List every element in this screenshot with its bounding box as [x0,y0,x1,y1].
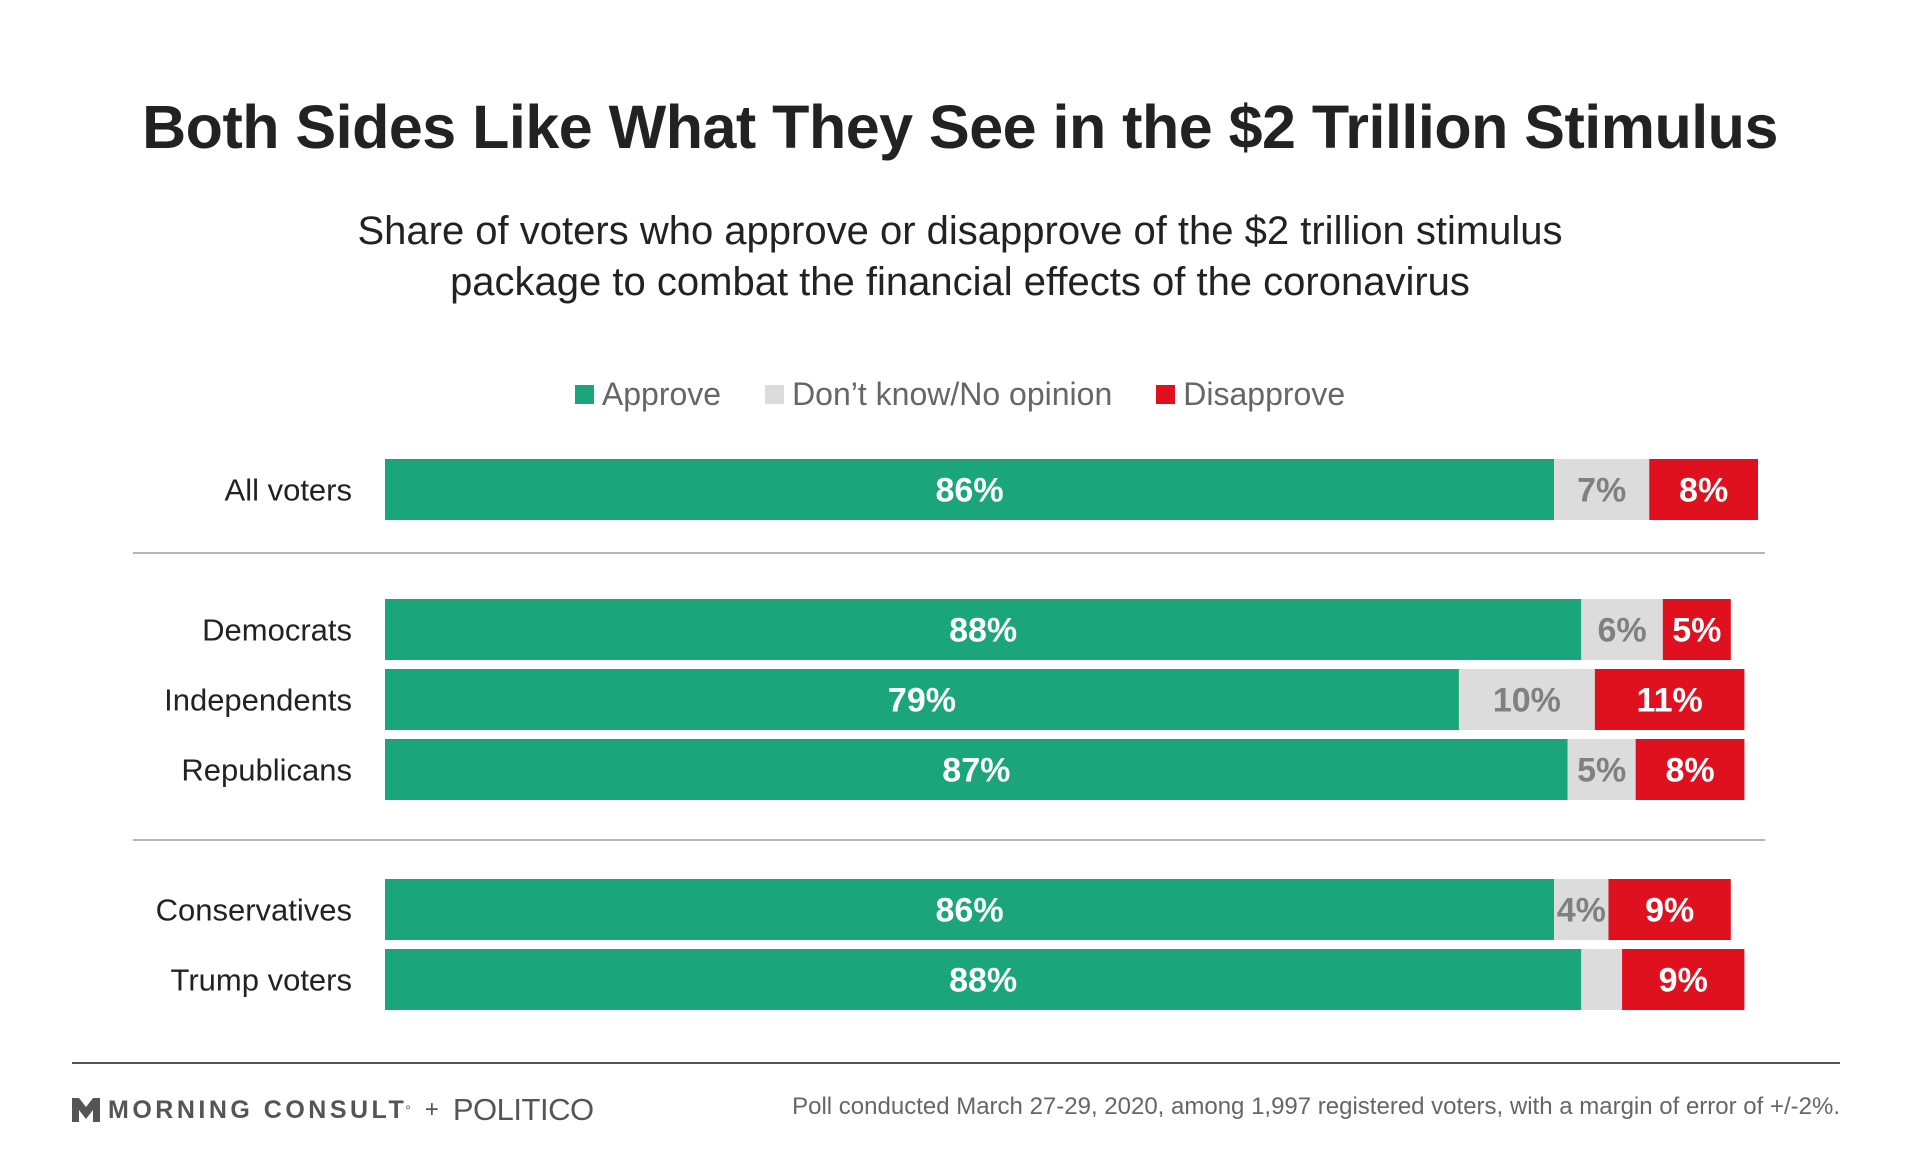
data-label-republicans-don-t-know-no-opinion: 5% [1577,752,1626,790]
politico-wordmark: POLITICO [452,1092,594,1127]
source-note: Poll conducted March 27-29, 2020, among … [792,1093,1840,1120]
legend-item-approve: Approve [574,376,722,413]
legend-label-dont-know: Don’t know/No opinion [792,376,1113,412]
data-label-conservatives-approve: 86% [936,892,1004,930]
data-label-independents-don-t-know-no-opinion: 10% [1493,682,1561,720]
legend-label-approve: Approve [601,376,722,412]
bar-segment-republicans-approve [385,739,1568,800]
subtitle-line-1: Share of voters who approve or disapprov… [357,209,1563,253]
bar-segment-republicans-disapprove [1635,739,1745,800]
bar-segment-all-voters-don-t-know-no-opinion [1554,459,1650,520]
bar-segment-all-voters-approve [385,459,1555,520]
legend-swatch-approve [574,385,594,404]
bar-segment-democrats-approve [385,599,1582,660]
bar-segment-independents-don-t-know-no-opinion [1458,669,1595,730]
chart-title: Both Sides Like What They See in the $2 … [142,93,1778,161]
morning-consult-logo-icon [72,1098,100,1122]
bar-segment-democrats-don-t-know-no-opinion [1581,599,1663,660]
data-label-conservatives-don-t-know-no-opinion: 4% [1557,892,1606,930]
subtitle-line-2: package to combat the financial effects … [450,260,1470,304]
data-label-trump-voters-approve: 88% [949,962,1017,1000]
legend-swatch-disapprove [1156,385,1176,404]
data-label-independents-disapprove: 11% [1637,682,1703,720]
bar-segment-democrats-disapprove [1662,599,1731,660]
footer-divider [72,1062,1840,1064]
logo-plus-sign: + [424,1096,439,1123]
brand-registered-mark: ° [405,1102,411,1118]
data-label-democrats-don-t-know-no-opinion: 6% [1597,612,1646,650]
bar-segment-conservatives-don-t-know-no-opinion [1554,879,1609,940]
data-label-democrats-disapprove: 5% [1672,612,1721,650]
legend-label-disapprove: Disapprove [1183,376,1346,412]
data-label-democrats-approve: 88% [949,612,1017,650]
row-label-republicans: Republicans [181,753,352,788]
bar-segment-all-voters-disapprove [1649,459,1758,520]
legend-item-disapprove: Disapprove [1156,376,1345,413]
bar-segment-independents-disapprove [1594,669,1745,730]
footer-logo: MORNING CONSULT ° + POLITICO [72,1092,594,1128]
legend-swatch-dont-know [765,385,785,404]
bar-segment-trump-voters-don-t-know-no-opinion [1581,949,1623,1010]
data-label-all-voters-don-t-know-no-opinion: 7% [1577,472,1626,510]
row-label-conservatives: Conservatives [156,893,352,928]
bar-segment-conservatives-disapprove [1608,879,1731,940]
legend-item-dont-know: Don’t know/No opinion [765,376,1112,413]
data-label-all-voters-approve: 86% [936,472,1004,510]
row-label-trump-voters: Trump voters [171,963,352,998]
data-label-conservatives-disapprove: 9% [1645,892,1694,930]
morning-consult-wordmark: MORNING CONSULT [108,1095,408,1124]
bar-segment-trump-voters-approve [385,949,1582,1010]
data-label-all-voters-disapprove: 8% [1679,472,1728,510]
data-label-republicans-disapprove: 8% [1665,752,1714,790]
data-label-trump-voters-disapprove: 9% [1659,962,1708,1000]
bar-segment-republicans-don-t-know-no-opinion [1567,739,1636,800]
chart-subtitle: Share of voters who approve or disapprov… [260,206,1660,308]
data-label-independents-approve: 79% [888,682,956,720]
row-label-democrats: Democrats [202,613,352,648]
bar-segment-conservatives-approve [385,879,1555,940]
data-label-republicans-approve: 87% [942,752,1010,790]
row-label-all-voters: All voters [225,473,352,508]
bar-segment-trump-voters-disapprove [1622,949,1745,1010]
row-label-independents: Independents [164,683,352,718]
bar-segment-independents-approve [385,669,1459,730]
chart-legend: Approve Don’t know/No opinion Disapprove [0,376,1920,413]
